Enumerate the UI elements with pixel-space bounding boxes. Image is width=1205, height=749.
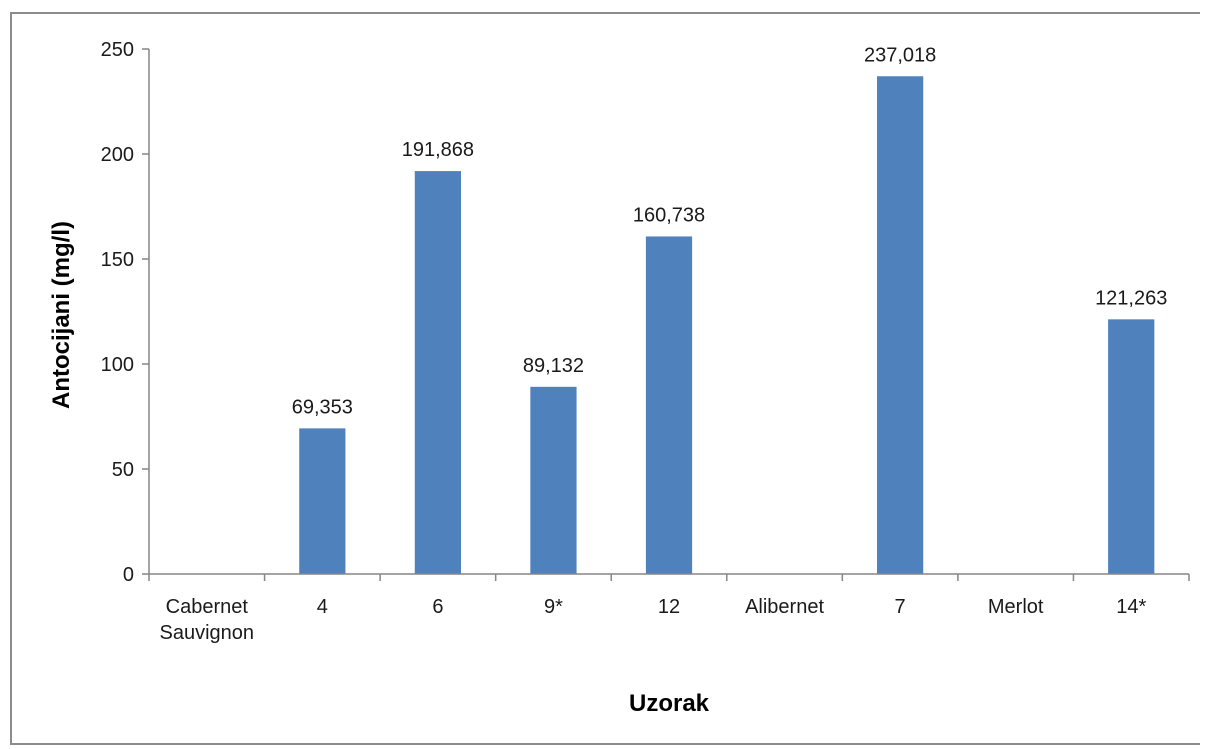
bar bbox=[877, 76, 924, 574]
x-tick-label: 14* bbox=[1116, 596, 1146, 618]
y-tick-label: 0 bbox=[123, 564, 134, 586]
bar bbox=[299, 428, 346, 574]
bar bbox=[1108, 319, 1155, 574]
x-tick-label: 6 bbox=[432, 596, 443, 618]
y-axis-title: Antocijani (mg/l) bbox=[48, 221, 75, 409]
y-tick-label: 200 bbox=[101, 144, 134, 166]
y-tick-label: 150 bbox=[101, 249, 134, 271]
x-tick-label: Merlot bbox=[988, 596, 1044, 618]
data-label: 191,868 bbox=[402, 139, 474, 161]
data-label: 237,018 bbox=[864, 44, 936, 66]
data-label: 89,132 bbox=[523, 355, 584, 377]
data-labels-layer: 69,353 191,868 89,132 160,738 237,018 121,263 bbox=[292, 44, 1168, 418]
axes-layer: 0 50 100 150 200 250 Cabernet Sauvignon 4 6 9* 12 Al… bbox=[101, 39, 1190, 644]
x-tick-label: 12 bbox=[658, 596, 680, 618]
x-axis-title: Uzorak bbox=[629, 690, 710, 717]
data-label: 160,738 bbox=[633, 204, 705, 226]
x-tick-label: 4 bbox=[317, 596, 328, 618]
x-tick-label: 9* bbox=[544, 596, 563, 618]
data-label: 121,263 bbox=[1095, 287, 1167, 309]
y-tick-label: 100 bbox=[101, 354, 134, 376]
bars-layer bbox=[299, 76, 1155, 574]
chart-frame bbox=[10, 12, 1200, 745]
x-tick-label: 7 bbox=[895, 596, 906, 618]
y-tick-label: 50 bbox=[112, 459, 134, 481]
bar bbox=[645, 236, 693, 574]
x-tick-label: Cabernet Sauvignon bbox=[160, 596, 255, 644]
bar bbox=[530, 386, 577, 574]
bar bbox=[414, 171, 461, 574]
x-tick-label: Alibernet bbox=[745, 596, 824, 618]
y-tick-label: 250 bbox=[101, 39, 134, 61]
data-label: 69,353 bbox=[292, 396, 353, 418]
